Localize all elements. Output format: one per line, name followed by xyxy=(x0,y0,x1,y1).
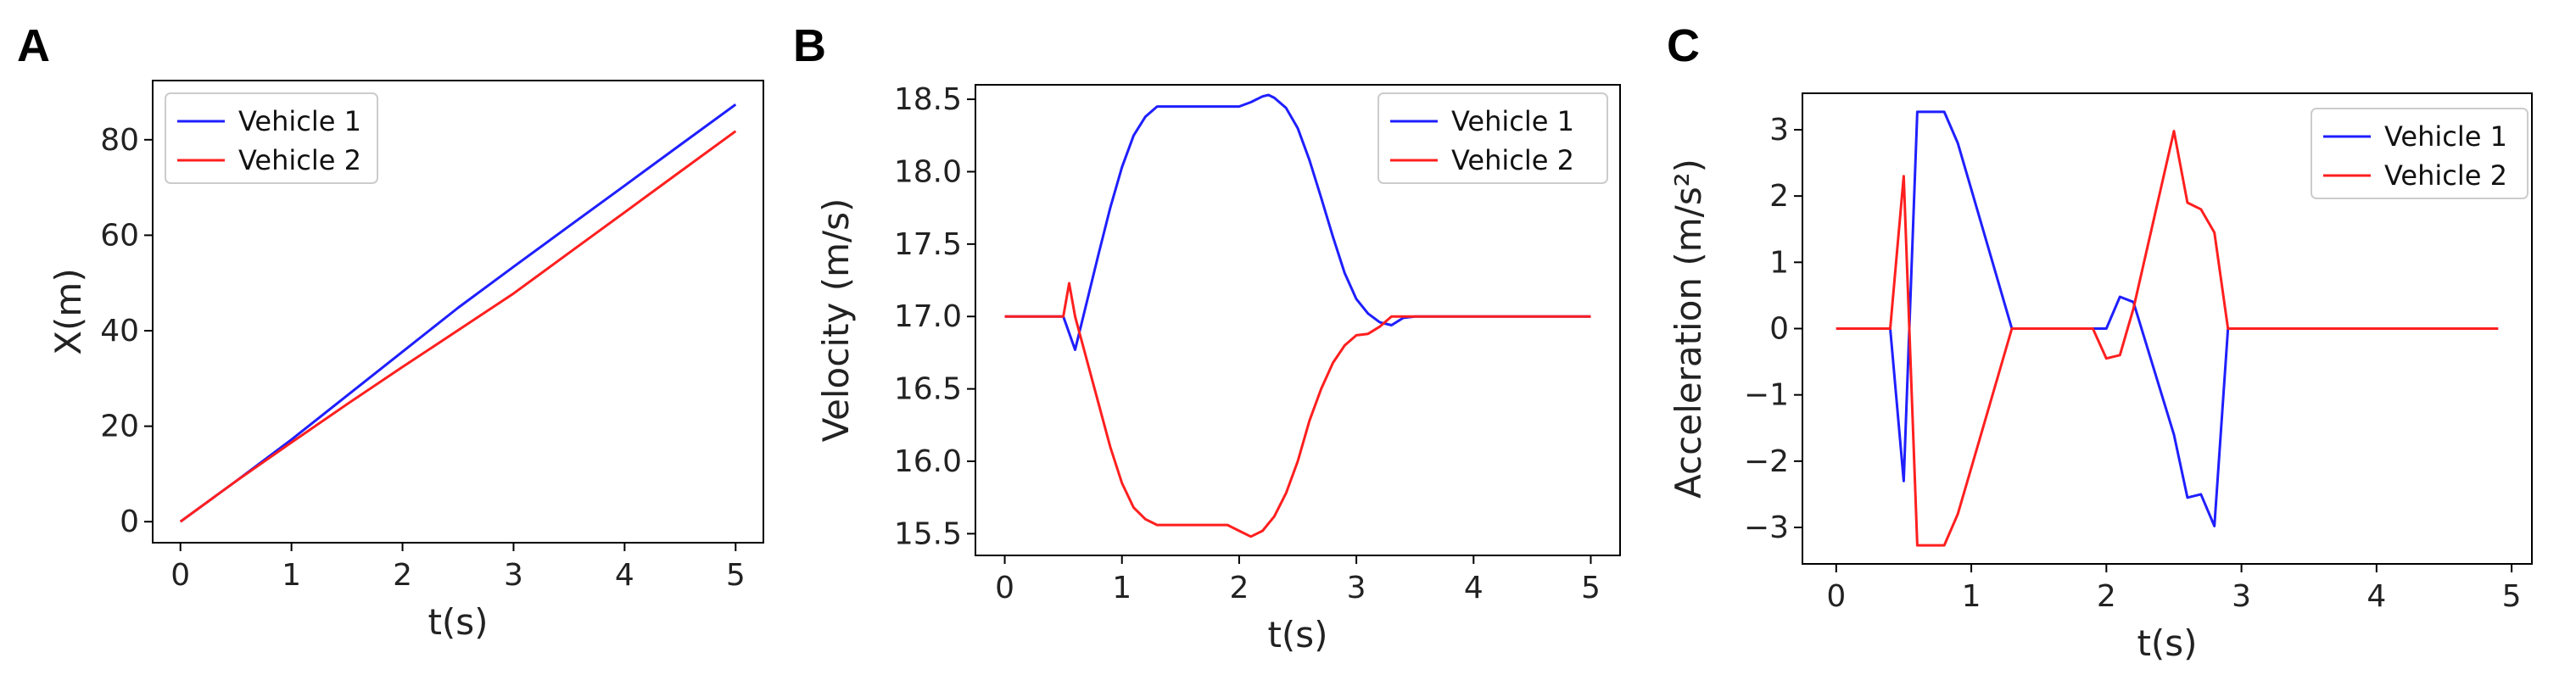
panel-b-y-tick-label: 16.0 xyxy=(894,444,962,479)
panel-c-y-tick-label: −2 xyxy=(1744,444,1789,479)
panel-b-y-tick-label: 17.5 xyxy=(894,227,962,262)
panel-label-b: B xyxy=(793,20,826,71)
panel-a-legend-label-vehicle-2: Vehicle 2 xyxy=(238,144,361,176)
panel-c-x-tick-label: 3 xyxy=(2232,579,2251,614)
panel-c-y-tick-label: 0 xyxy=(1769,312,1789,347)
panel-a-x-tick-label: 3 xyxy=(504,558,523,593)
panel-a-y-tick-label: 0 xyxy=(120,505,139,539)
panel-c-x-tick-label: 5 xyxy=(2502,579,2522,614)
panel-a-y-tick-label: 20 xyxy=(100,410,139,444)
panel-label-c: C xyxy=(1667,20,1700,71)
panel-a-x-tick-label: 1 xyxy=(282,558,301,593)
panel-c-y-tick-label: 2 xyxy=(1769,179,1789,214)
panel-b-plot-frame xyxy=(975,84,1621,556)
panel-b-series-vehicle-2-line xyxy=(1004,282,1591,538)
chart-acceleration: 0 1 2 3 4 5 −3 −2 −1 0 1 2 3 t(s) Acceleration (m/s²) V… xyxy=(1668,92,2533,664)
panel-c-y-tick-label: −3 xyxy=(1744,510,1789,545)
panel-b-y-tick-label: 18.5 xyxy=(894,82,962,117)
panel-c-y-tick-label: 3 xyxy=(1769,113,1789,148)
panel-b-legend-label-vehicle-2: Vehicle 2 xyxy=(1451,144,1574,176)
panel-b-y-tick-label: 18.0 xyxy=(894,154,962,189)
panel-c-x-tick-label: 1 xyxy=(1962,579,1981,614)
panel-c-y-tick-label: −1 xyxy=(1744,378,1789,413)
panel-c-y-axis-label: Acceleration (m/s²) xyxy=(1668,159,1709,499)
panel-b-y-axis-label: Velocity (m/s) xyxy=(815,198,857,443)
panel-b-y-tick-label: 15.5 xyxy=(894,516,962,551)
panel-a-series-vehicle-2-line xyxy=(179,130,737,523)
panel-c-series-vehicle-2-line xyxy=(1836,130,2499,547)
panel-b-legend-label-vehicle-1: Vehicle 1 xyxy=(1451,105,1574,137)
panel-a-x-tick-label: 2 xyxy=(393,558,412,593)
panel-c-x-tick-label: 0 xyxy=(1826,579,1846,614)
panel-a-x-tick-label: 5 xyxy=(726,558,746,593)
panel-c-legend-label-vehicle-2: Vehicle 2 xyxy=(2384,159,2507,192)
panel-c-legend-label-vehicle-1: Vehicle 1 xyxy=(2384,120,2507,153)
panel-a-y-tick-label: 60 xyxy=(100,218,139,253)
panel-c-series-vehicle-1-line xyxy=(1836,110,2499,527)
panel-b-x-tick-label: 2 xyxy=(1229,571,1249,605)
panel-c-x-axis-label: t(s) xyxy=(2137,622,2197,664)
panel-b-x-tick-label: 1 xyxy=(1112,571,1132,605)
panel-b-x-tick-label: 3 xyxy=(1347,571,1366,605)
chart-position: 0 1 2 3 4 5 0 20 40 60 80 t(s) X(m) Vehicle 1 Vehicle … xyxy=(47,80,764,643)
panel-a-x-tick-label: 4 xyxy=(615,558,634,593)
panel-a-y-tick-label: 40 xyxy=(100,314,139,349)
panel-b-x-tick-label: 5 xyxy=(1581,571,1601,605)
panel-a-y-tick-label: 80 xyxy=(100,123,139,158)
panel-c-y-tick-label: 1 xyxy=(1769,245,1789,280)
panel-a-x-axis-label: t(s) xyxy=(427,601,488,643)
panel-b-x-axis-label: t(s) xyxy=(1267,614,1327,655)
panel-label-a: A xyxy=(17,20,50,71)
panel-c-x-tick-label: 2 xyxy=(2097,579,2116,614)
panel-a-x-tick-label: 0 xyxy=(170,558,190,593)
panel-a-legend-label-vehicle-1: Vehicle 1 xyxy=(238,105,361,137)
panel-c-x-tick-label: 4 xyxy=(2366,579,2386,614)
panel-a-series-vehicle-1-line xyxy=(179,103,737,523)
panel-b-x-tick-label: 4 xyxy=(1464,571,1484,605)
panel-b-x-tick-label: 0 xyxy=(995,571,1014,605)
panel-b-y-tick-label: 17.0 xyxy=(894,299,962,334)
panel-a-y-axis-label: X(m) xyxy=(47,268,89,354)
panel-a-plot-frame xyxy=(152,80,764,544)
chart-velocity: 0 1 2 3 4 5 15.5 16.0 16.5 17.0 17.5 18.0 18.5 t(s) Ve… xyxy=(815,82,1621,655)
panel-b-series-vehicle-1-line xyxy=(1004,93,1591,351)
panel-b-y-tick-label: 16.5 xyxy=(894,372,962,407)
